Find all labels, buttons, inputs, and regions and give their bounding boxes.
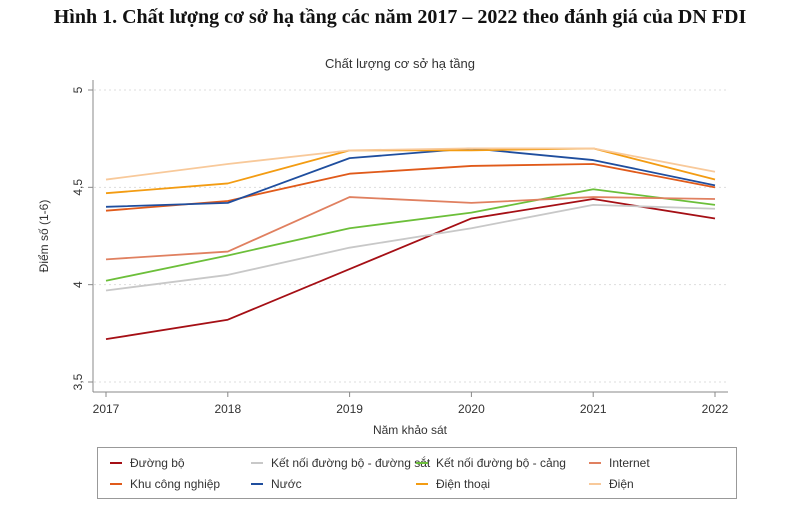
series-line-3 xyxy=(105,196,716,261)
series-line-4 xyxy=(105,163,716,212)
legend-swatch xyxy=(251,483,263,485)
legend-label: Đường bộ xyxy=(130,456,185,470)
legend-swatch xyxy=(589,483,601,485)
series-line-7 xyxy=(105,147,716,181)
x-ticks: 2017 2018 2019 2020 2021 2022 xyxy=(93,392,729,416)
series-line-1 xyxy=(105,203,716,292)
legend-swatch xyxy=(416,483,428,485)
series-lines xyxy=(105,147,716,341)
legend-label: Điện xyxy=(609,477,634,491)
x-tick-label: 2021 xyxy=(580,402,607,416)
y-tick-label: 4,5 xyxy=(71,179,85,196)
legend-swatch xyxy=(110,483,122,485)
series-line-0 xyxy=(105,198,716,341)
x-tick-label: 2018 xyxy=(214,402,241,416)
legend-item: Kết nối đường bộ - đường sắt xyxy=(251,456,430,470)
series-line-5 xyxy=(105,147,716,208)
legend-swatch xyxy=(589,462,601,464)
x-tick-label: 2017 xyxy=(93,402,120,416)
legend-item: Đường bộ xyxy=(110,456,185,470)
legend-swatch xyxy=(416,462,428,464)
legend-label: Kết nối đường bộ - cảng xyxy=(436,456,566,470)
y-axis-label: Điểm số (1-6) xyxy=(37,200,51,273)
series-line-6 xyxy=(105,147,716,195)
legend: Đường bộ Kết nối đường bộ - đường sắt Kết … xyxy=(97,447,737,499)
legend-swatch xyxy=(110,462,122,464)
legend-swatch xyxy=(251,462,263,464)
y-ticks: 3,5 4 4,5 5 xyxy=(71,86,93,390)
legend-item: Điện xyxy=(589,477,634,491)
legend-label: Điện thoại xyxy=(436,477,491,491)
legend-item: Khu công nghiệp xyxy=(110,477,220,491)
y-tick-label: 4 xyxy=(71,281,85,288)
legend-label: Internet xyxy=(609,456,650,470)
legend-item: Internet xyxy=(589,456,650,470)
figure-title: Hình 1. Chất lượng cơ sở hạ tầng các năm… xyxy=(53,6,747,28)
legend-label: Kết nối đường bộ - đường sắt xyxy=(271,456,431,470)
x-axis-label: Năm khảo sát xyxy=(373,423,448,437)
legend-label: Khu công nghiệp xyxy=(130,477,221,491)
x-tick-label: 2022 xyxy=(702,402,729,416)
legend-item: Nước xyxy=(251,477,302,491)
x-tick-label: 2019 xyxy=(336,402,363,416)
grid-lines xyxy=(94,89,728,383)
y-tick-label: 5 xyxy=(71,86,85,93)
chart-title: Chất lượng cơ sở hạ tầng xyxy=(325,56,475,71)
series-line-2 xyxy=(105,188,716,282)
x-tick-label: 2020 xyxy=(458,402,485,416)
y-tick-label: 3,5 xyxy=(71,373,85,390)
legend-item: Kết nối đường bộ - cảng xyxy=(416,456,566,470)
legend-item: Điện thoại xyxy=(416,477,490,491)
legend-label: Nước xyxy=(271,477,302,491)
